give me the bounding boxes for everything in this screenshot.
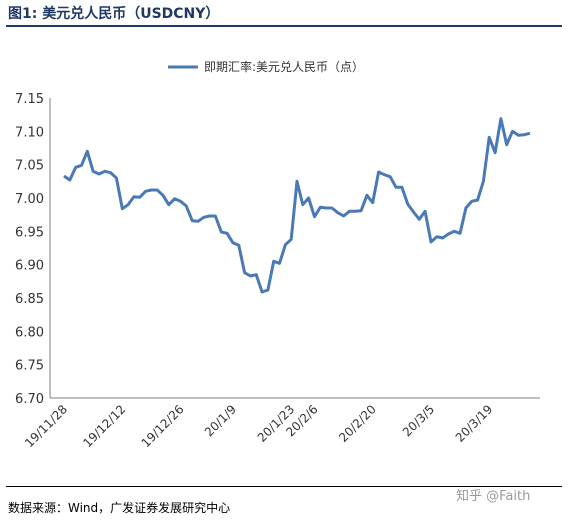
series-line: [63, 117, 531, 294]
y-tick-labels: 7.15 7.10 7.05 7.00 6.95 6.90 6.85 6.80 6.75 6.70: [15, 92, 44, 407]
legend: 即期汇率:美元兑人民币（点）: [168, 59, 364, 74]
y-tick-label: 6.70: [15, 392, 44, 407]
source-note: 数据来源：Wind，广发证券发展研究中心: [8, 501, 231, 515]
y-tick-label: 7.00: [15, 192, 44, 207]
x-tick-label: 19/12/26: [139, 402, 187, 450]
legend-label: 即期汇率:美元兑人民币（点）: [204, 59, 364, 74]
figure-title: 图1: 美元兑人民币（USDCNY）: [8, 6, 220, 22]
watermark: 知乎 @Faith: [456, 489, 531, 504]
y-tick-label: 7.10: [15, 125, 44, 140]
y-tick-label: 7.05: [15, 159, 44, 174]
y-tick-label: 7.15: [15, 92, 44, 107]
y-tick-label: 6.80: [15, 325, 44, 340]
title-rule: [6, 25, 562, 27]
x-tick-label: 19/12/12: [80, 402, 128, 450]
x-tick-label: 20/3/19: [453, 402, 496, 445]
y-tick-label: 6.75: [15, 359, 44, 374]
x-tick-label: 20/3/5: [400, 402, 437, 439]
x-tick-labels: 19/11/28 19/12/12 19/12/26 20/1/9 20/1/2320/…: [22, 402, 495, 450]
x-tick-label: 20/2/20: [336, 402, 379, 445]
y-tick-label: 6.95: [15, 225, 44, 240]
y-tick-label: 6.85: [15, 292, 44, 307]
footer-rule: [6, 486, 562, 487]
x-tick-label: 19/11/28: [22, 402, 70, 450]
y-tick-label: 6.90: [15, 259, 44, 274]
x-tick-label: 20/1/9: [202, 402, 239, 439]
